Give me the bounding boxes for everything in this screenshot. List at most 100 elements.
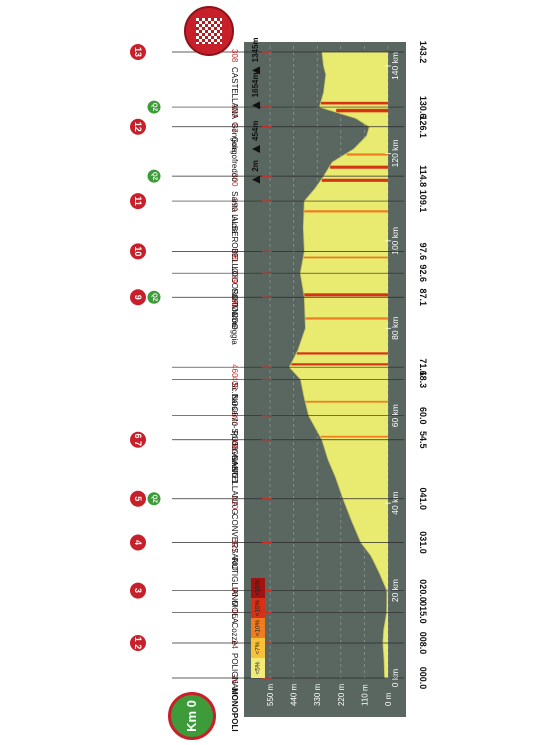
landmark-km: 143.2	[418, 41, 428, 64]
landmark-altitude: 308	[230, 437, 239, 451]
landmark-altitude: 390	[230, 248, 239, 262]
gradient-band	[346, 153, 388, 156]
landmark-km: 54.5	[418, 431, 428, 449]
sprint-badge	[130, 490, 146, 507]
qz-label: QZ	[151, 293, 157, 302]
elevation-tick-label: 220 m	[337, 683, 346, 706]
elevation-tick-label: 330 m	[313, 683, 322, 706]
qz-badge	[146, 168, 162, 184]
sprint-badge	[130, 289, 146, 306]
landmark-name: MOLA	[230, 601, 239, 624]
landmark-altitude: 210	[230, 496, 239, 510]
gradient-band	[291, 363, 388, 366]
landmark-name: CASTELLANA G.	[230, 455, 239, 517]
climb-label: 454m	[251, 121, 260, 141]
landmark-name: Gorgofreddo	[230, 137, 239, 182]
gradient-band	[330, 165, 388, 169]
start-badge: Km 0	[168, 692, 216, 740]
landmark-km: 92.6	[418, 264, 428, 282]
landmark-km: 68.3	[418, 371, 428, 389]
gradient-band	[296, 352, 388, 355]
landmark-km: 031.0	[418, 531, 428, 554]
landmark-altitude: 409	[230, 270, 239, 284]
climb-label: 1654m	[251, 72, 260, 97]
landmark-altitude: 370	[230, 413, 239, 427]
landmark-name: Coreggia	[230, 312, 239, 345]
legend-swatch	[251, 598, 265, 618]
landmark-name: MONOPOLI	[230, 688, 239, 732]
landmark-km: 041.0	[418, 488, 428, 511]
sprint-badge	[130, 44, 146, 60]
landmark-altitude: 16	[230, 675, 239, 684]
climb-label: 1345m	[251, 37, 260, 62]
sprint-number: 12	[133, 122, 143, 132]
landmark-name: Cozze	[230, 622, 239, 645]
sprint-number: 13	[133, 47, 143, 57]
sprint-number: 3	[133, 588, 143, 593]
landmark-name: ALBEROBELLO	[230, 216, 239, 274]
sprint-number: 11	[133, 196, 143, 206]
km-tick-label: 40 km	[390, 492, 400, 515]
gradient-band	[320, 101, 388, 105]
climb-marker-icon	[252, 175, 260, 184]
qz-label: QZ	[151, 172, 157, 181]
qz-badge	[146, 289, 162, 305]
landmark-km: 71.1	[418, 358, 428, 376]
legend-swatch	[251, 578, 265, 598]
qz-badge	[146, 491, 162, 507]
sprint-number: 6 7	[133, 433, 143, 446]
elevation-tick-label: 0 m	[384, 692, 393, 706]
sprint-badge	[130, 431, 146, 448]
start-label: Km 0	[184, 700, 199, 732]
legend-swatch	[251, 658, 265, 678]
landmark-name: RUTIGLIANO	[230, 557, 239, 606]
gradient-band	[304, 293, 388, 297]
landmark-km: 015.0	[418, 601, 428, 624]
landmark-name: LOCOROTONDO	[230, 266, 239, 329]
sprint-badge	[130, 118, 146, 135]
landmark-name: PUTIGNANO	[230, 431, 239, 479]
landmark-altitude: 308	[230, 49, 239, 63]
landmark-km: 000.0	[418, 667, 428, 690]
landmark-altitude: 460	[230, 364, 239, 378]
climb-marker-icon	[252, 66, 260, 75]
legend-label: <7%	[255, 641, 262, 654]
km-tick-label: 80 km	[390, 317, 400, 340]
sprint-number: 1 2	[133, 637, 143, 650]
legend-swatch	[251, 618, 265, 638]
landmark-km: 60.0	[418, 407, 428, 425]
landmark-altitude: 24	[230, 640, 239, 649]
landmark-name: Sc.Barsento-Sp.curvadello 1	[230, 382, 239, 484]
km-tick-label: 140 km	[390, 52, 400, 80]
sprint-badge	[130, 193, 146, 210]
landmark-altitude: 408	[230, 376, 239, 390]
legend-label: <5%	[255, 661, 262, 674]
sprint-number: 5	[133, 496, 143, 501]
landmark-name: Gongola	[230, 122, 239, 153]
landmark-altitude: 06	[230, 588, 239, 597]
qz-badge	[146, 99, 162, 115]
landmark-km: 87.1	[418, 288, 428, 306]
landmark-name: CONVERSANO	[230, 514, 239, 571]
finish-flag-icon	[184, 6, 234, 56]
landmark-altitude: 320	[230, 104, 239, 118]
sprint-number: 10	[133, 246, 143, 256]
gradient-band	[303, 210, 388, 213]
landmark-km: 126.1	[418, 115, 428, 138]
landmark-name: San Marco	[230, 288, 239, 327]
km-tick-label: 100 km	[390, 227, 400, 255]
sprint-badge	[130, 243, 146, 260]
landmark-name: POLIGNANO	[230, 653, 239, 701]
qz-label: QZ	[151, 103, 157, 112]
landmark-name: CASTELLANA	[230, 67, 239, 120]
gradient-band	[305, 400, 388, 403]
landmark-km: 114.8	[418, 165, 428, 187]
climb-marker-icon	[252, 145, 260, 154]
gradient-band	[303, 256, 388, 259]
landmark-altitude: 300	[230, 173, 239, 187]
landmark-km: 130.6	[418, 96, 428, 119]
gradient-band	[320, 435, 388, 438]
legend-label: <10%	[255, 619, 262, 636]
landmark-name: NOCI	[230, 394, 239, 414]
